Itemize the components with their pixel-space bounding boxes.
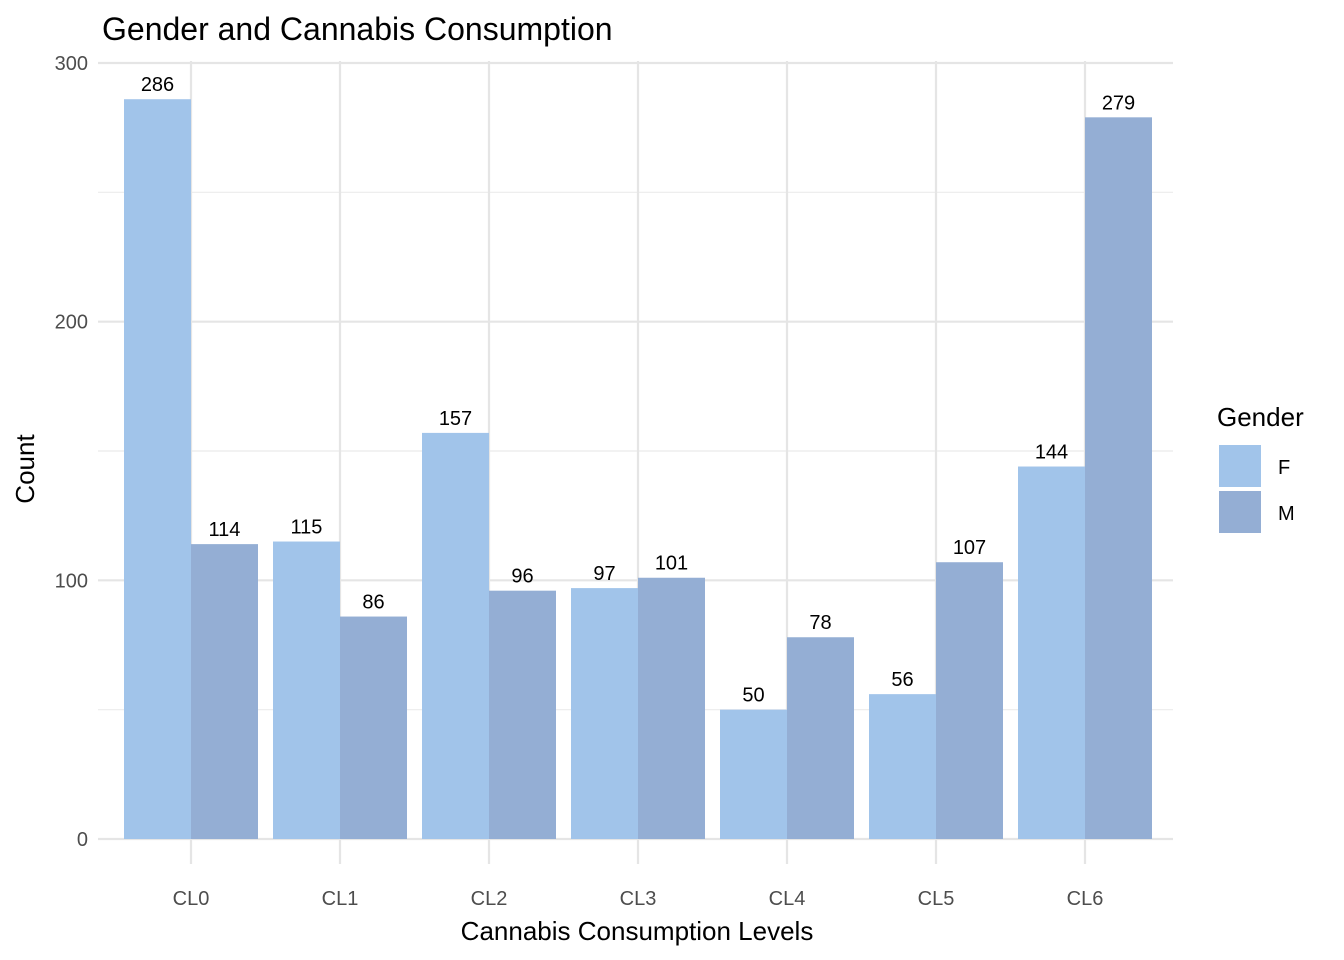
bar-CL0-F bbox=[124, 99, 191, 840]
x-tick-label: CL5 bbox=[918, 888, 955, 910]
data-label-CL0-M: 114 bbox=[209, 519, 241, 541]
data-label-CL2-M: 96 bbox=[511, 566, 533, 588]
legend-label-M: M bbox=[1278, 503, 1295, 525]
x-tick-label: CL0 bbox=[173, 888, 210, 910]
data-label-CL3-F: 97 bbox=[593, 563, 615, 585]
y-tick-label: 0 bbox=[77, 829, 88, 851]
bar-CL4-M bbox=[787, 637, 854, 839]
x-axis-ticks: CL0 CL1 CL2 CL3 CL4 CL5 CL6 bbox=[173, 888, 1104, 910]
data-label-CL5-M: 107 bbox=[953, 537, 986, 559]
data-label-CL1-M: 86 bbox=[362, 592, 384, 614]
bar-CL1-F bbox=[273, 541, 340, 839]
data-label-CL2-F: 157 bbox=[439, 408, 472, 430]
data-label-CL6-M: 279 bbox=[1102, 92, 1135, 114]
bar-CL6-M bbox=[1085, 117, 1152, 839]
chart-title: Gender and Cannabis Consumption bbox=[102, 11, 613, 47]
data-label-CL0-F: 286 bbox=[141, 74, 174, 96]
y-tick-label: 300 bbox=[55, 53, 88, 75]
x-tick-label: CL6 bbox=[1067, 888, 1104, 910]
bar-CL2-M bbox=[489, 590, 556, 839]
data-labels: 286 114 115 86 157 96 97 101 50 78 56 107 144 279 bbox=[141, 74, 1135, 706]
bar-CL0-M bbox=[191, 544, 258, 839]
bar-CL6-F bbox=[1018, 466, 1085, 839]
legend-key-F bbox=[1219, 445, 1261, 487]
bar-CL5-F bbox=[869, 694, 936, 839]
x-tick-label: CL1 bbox=[322, 888, 359, 910]
x-tick-label: CL3 bbox=[620, 888, 657, 910]
x-axis-title: Cannabis Consumption Levels bbox=[461, 916, 814, 946]
x-tick-label: CL4 bbox=[769, 888, 806, 910]
legend-label-F: F bbox=[1278, 457, 1290, 479]
bar-CL3-M bbox=[638, 577, 705, 839]
y-axis-ticks: 0 100 200 300 bbox=[55, 53, 88, 851]
bar-CL5-M bbox=[936, 562, 1003, 839]
data-label-CL3-M: 101 bbox=[655, 553, 688, 575]
bar-CL3-F bbox=[571, 588, 638, 839]
y-tick-label: 200 bbox=[55, 312, 88, 334]
legend: Gender FM bbox=[1217, 402, 1304, 533]
data-label-CL5-F: 56 bbox=[891, 669, 913, 691]
legend-items: FM bbox=[1219, 445, 1295, 533]
data-label-CL4-M: 78 bbox=[809, 612, 831, 634]
data-label-CL1-F: 115 bbox=[291, 517, 323, 539]
legend-title: Gender bbox=[1217, 402, 1304, 432]
data-label-CL6-F: 144 bbox=[1035, 442, 1068, 464]
bar-CL1-M bbox=[340, 616, 407, 839]
legend-key-M bbox=[1219, 491, 1261, 533]
y-axis-title: Count bbox=[10, 434, 40, 504]
x-tick-label: CL2 bbox=[471, 888, 508, 910]
y-tick-label: 100 bbox=[55, 570, 88, 592]
bar-CL4-F bbox=[720, 709, 787, 839]
bar-CL2-F bbox=[422, 432, 489, 839]
bars bbox=[124, 99, 1152, 840]
data-label-CL4-F: 50 bbox=[742, 685, 764, 707]
